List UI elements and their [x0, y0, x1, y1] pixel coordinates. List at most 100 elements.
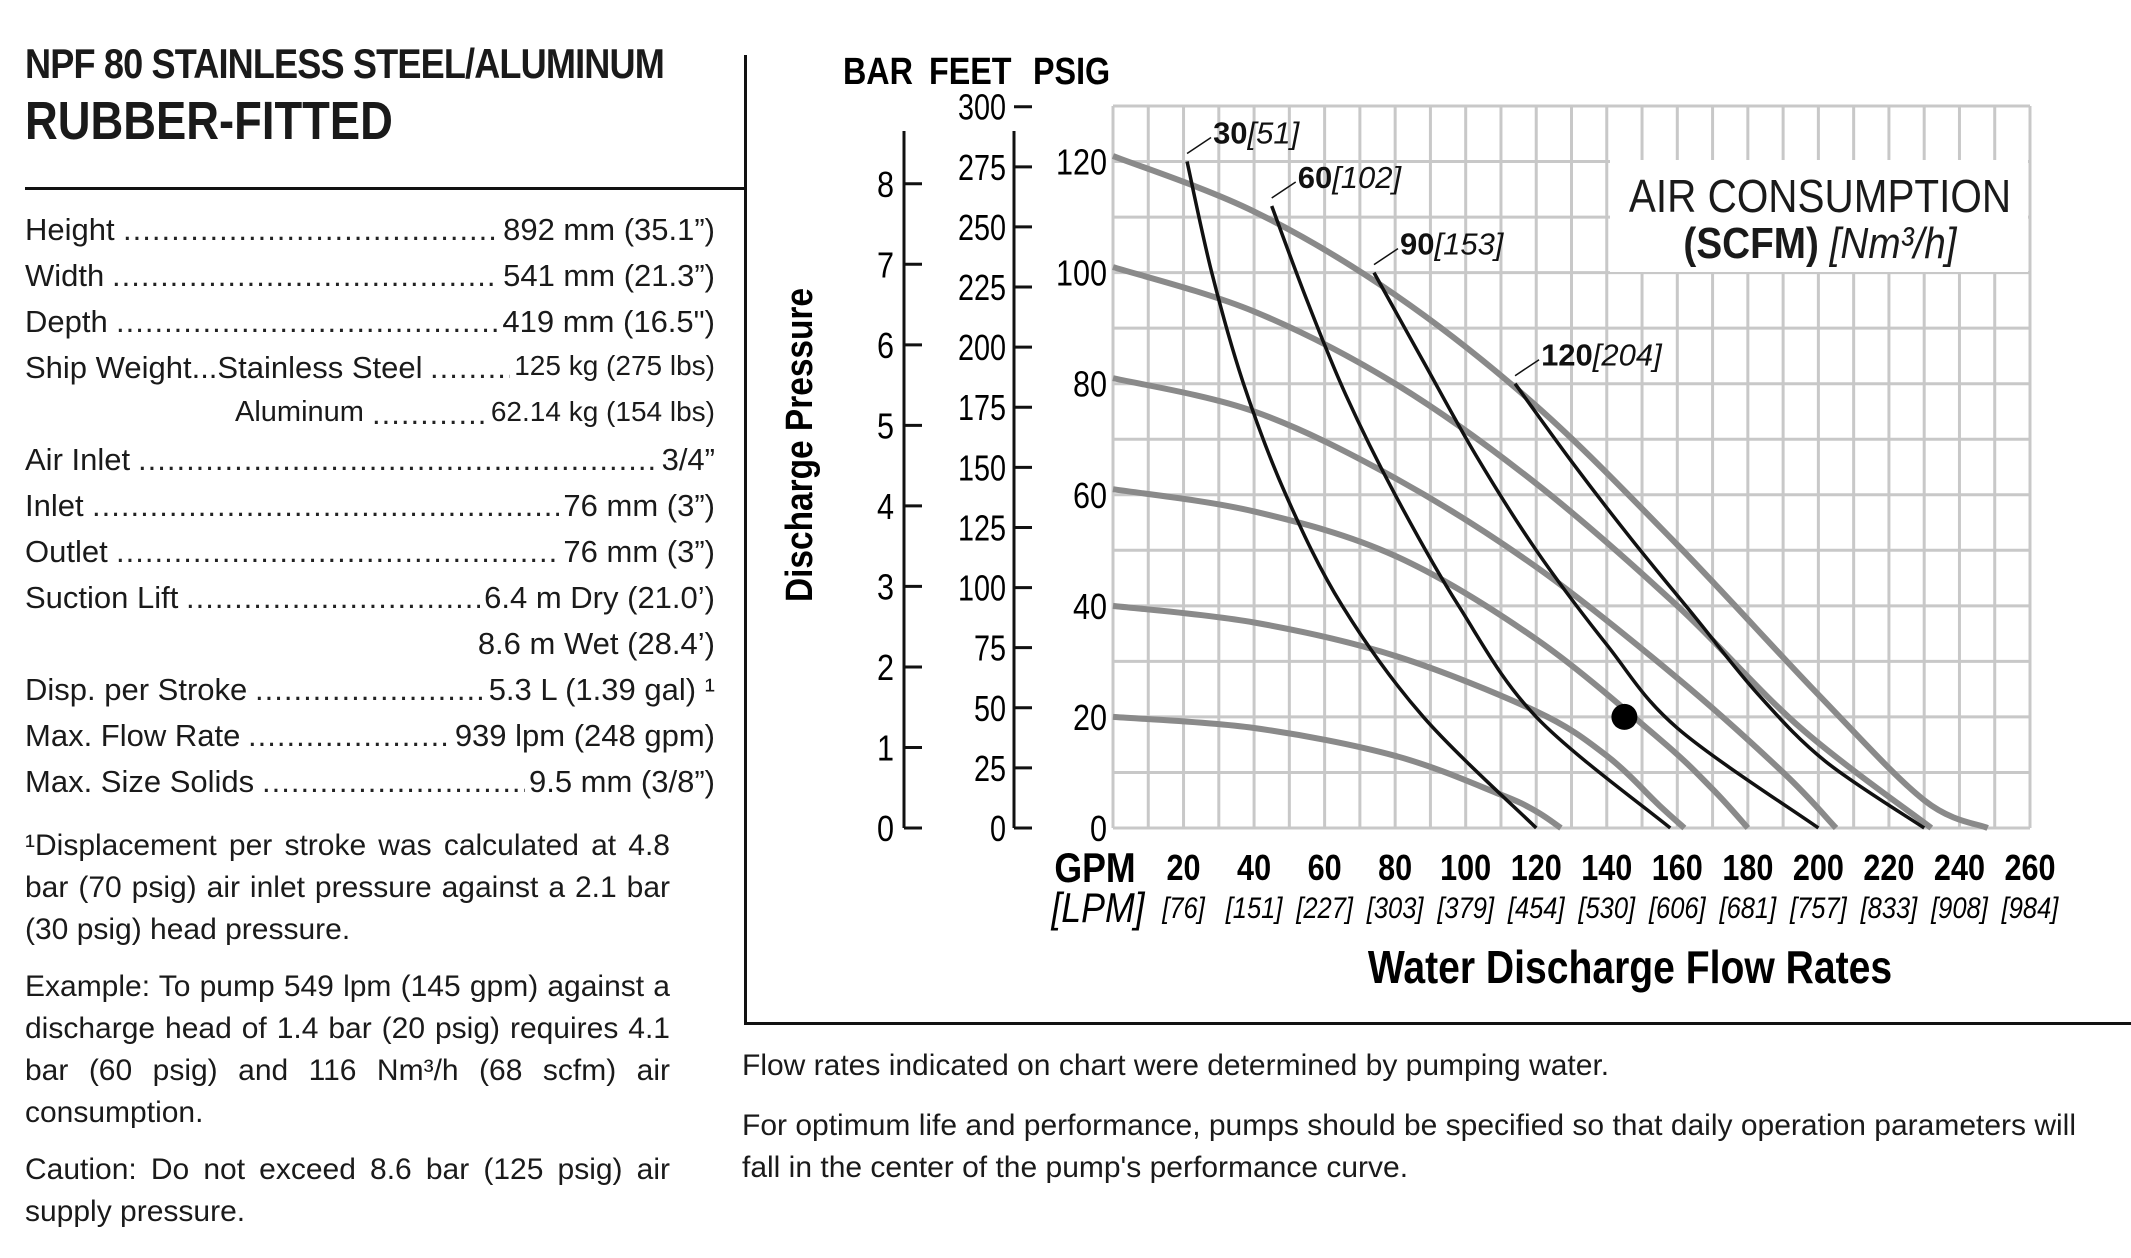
air-curve-label: 120[204]	[1541, 338, 1663, 373]
spec-label: Max. Size Solids	[25, 764, 255, 799]
air-label-scfm: 60	[1298, 160, 1332, 195]
spec-value: 3/4”	[661, 442, 715, 477]
lpm-tick-label: [606]	[1648, 891, 1707, 924]
spec-label: Disp. per Stroke	[25, 672, 248, 707]
feet-tick-label: 25	[974, 748, 1006, 789]
pressure-curve-80	[1112, 375, 1839, 831]
spec-label: Outlet	[25, 534, 108, 569]
feet-tick-label: 75	[974, 628, 1006, 669]
spec-value: 419 mm (16.5")	[502, 304, 715, 339]
gpm-tick-label: 20	[1167, 849, 1201, 889]
air-label-nm3: [102]	[1331, 160, 1402, 195]
air-label-nm3: [153]	[1433, 227, 1504, 262]
feet-tick-label: 275	[958, 147, 1006, 188]
feet-tick-label: 300	[958, 87, 1006, 128]
lpm-tick-label: [908]	[1930, 891, 1989, 924]
spec-value: 541 mm (21.3”)	[503, 258, 715, 293]
bar-tick-label: 1	[877, 729, 894, 769]
air-label-nm3: [51]	[1247, 116, 1301, 151]
leader-dots: ........................................…	[262, 764, 525, 799]
air-label-scfm: 30	[1213, 116, 1247, 151]
air-curve-label: 60[102]	[1298, 160, 1403, 195]
legend-title: AIR CONSUMPTION	[1629, 172, 2011, 223]
air-curve-label: 30[51]	[1213, 116, 1301, 151]
notes: ¹Displacement per stroke was calculated …	[25, 825, 670, 1248]
gpm-tick-label: 140	[1581, 849, 1632, 889]
psig-tick-label: 120	[1056, 143, 1107, 183]
air-curve-60	[1270, 205, 1672, 830]
legend-units-scfm: (SCFM)	[1683, 218, 1829, 268]
bar-tick-label: 5	[877, 407, 894, 447]
spec-value: 76 mm (3”)	[563, 488, 715, 523]
leader-dots: ........................................…	[372, 396, 487, 431]
feet-tick-label: 200	[958, 327, 1006, 368]
air-label-leader	[1514, 359, 1540, 377]
feet-tick-label: 175	[958, 387, 1006, 428]
footnote: ¹Displacement per stroke was calculated …	[25, 829, 670, 946]
bar-tick-label: 6	[877, 327, 894, 367]
bar-axis-header: BAR	[843, 51, 913, 93]
title-divider	[25, 187, 745, 190]
feet-tick-label: 250	[958, 207, 1006, 248]
air-curve-30	[1185, 161, 1538, 830]
spec-value: 76 mm (3”)	[563, 534, 715, 569]
spec-row: Disp. per Stroke 5.3 L (1.39 gal) ¹......…	[25, 672, 715, 718]
spec-value: 6.4 m Dry (21.0’)	[484, 580, 715, 615]
legend-units-nm3: [Nm³/h]	[1829, 218, 1958, 268]
spec-label: Max. Flow Rate	[25, 718, 241, 753]
page-subtitle: RUBBER-FITTED	[25, 91, 393, 151]
bar-tick-label: 3	[877, 568, 894, 608]
spec-label: Suction Lift	[25, 580, 179, 615]
leader-dots: ........................................…	[112, 258, 499, 293]
spec-value: 9.5 mm (3/8”)	[528, 764, 715, 799]
spec-row: Air Inlet 3/4”...........................…	[25, 442, 715, 488]
psig-tick-label: 60	[1073, 477, 1107, 517]
spec-row: Inlet 76 mm (3”).........................…	[25, 488, 715, 534]
performance-note: For optimum life and performance, pumps …	[742, 1109, 2077, 1184]
caution-note: Caution: Do not exceed 8.6 bar (125 psig…	[25, 1153, 670, 1228]
spec-row: Ship Weight...Stainless Steel 125 kg (275…	[25, 350, 715, 396]
air-label-leader	[1186, 136, 1212, 155]
air-label-scfm: 90	[1400, 227, 1434, 262]
x-axis-label: Water Discharge Flow Rates	[1368, 942, 1892, 994]
feet-axis-header: FEET	[929, 51, 1012, 93]
spec-label: Height	[25, 212, 115, 247]
spec-label: Width	[25, 258, 105, 293]
legend-units: (SCFM) [Nm³/h]	[1683, 218, 1958, 268]
legend-box	[1610, 160, 2028, 272]
lpm-tick-label: [530]	[1578, 891, 1637, 924]
air-label-leader	[1373, 247, 1399, 266]
spec-label: Ship Weight...Stainless Steel	[25, 350, 423, 385]
gpm-tick-label: 40	[1237, 849, 1271, 889]
air-label-scfm: 120	[1541, 338, 1593, 373]
psig-tick-label: 40	[1073, 588, 1107, 628]
gpm-tick-label: 100	[1440, 849, 1491, 889]
gpm-unit-label: GPM	[1054, 845, 1135, 891]
psig-tick-label: 20	[1073, 699, 1107, 739]
flow-note: Flow rates indicated on chart were deter…	[742, 1049, 1610, 1082]
gpm-tick-label: 180	[1722, 849, 1773, 889]
spec-value: 5.3 L (1.39 gal) ¹	[488, 672, 715, 707]
air-curve-90	[1372, 271, 1820, 830]
pressure-curve-40	[1112, 602, 1687, 831]
spec-list: Height 892 mm (35.1”)....................…	[25, 212, 715, 810]
pressure-curve-120	[1111, 153, 1989, 831]
leader-dots: ........................................…	[255, 672, 485, 707]
bar-tick-label: 4	[877, 488, 894, 528]
spec-row: Depth 419 mm (16.5").....................…	[25, 304, 715, 350]
psig-axis-header: PSIG	[1033, 51, 1110, 93]
psig-tick-label: 80	[1073, 365, 1107, 405]
feet-tick-label: 225	[958, 267, 1006, 308]
psig-tick-label: 100	[1056, 254, 1107, 294]
spec-label: Air Inlet	[25, 442, 131, 477]
feet-tick-label: 125	[958, 507, 1006, 548]
leader-dots: ........................................…	[138, 442, 658, 477]
lpm-tick-label: [454]	[1507, 891, 1566, 924]
column-divider	[744, 55, 747, 1025]
spec-row: 8.6 m Wet (28.4’)	[25, 626, 715, 672]
y-axis-label: Discharge Pressure	[778, 288, 820, 602]
bottom-notes: Flow rates indicated on chart were deter…	[742, 1045, 2102, 1207]
spec-value: 939 lpm (248 gpm)	[454, 718, 715, 753]
feet-tick-label: 0	[990, 808, 1006, 849]
